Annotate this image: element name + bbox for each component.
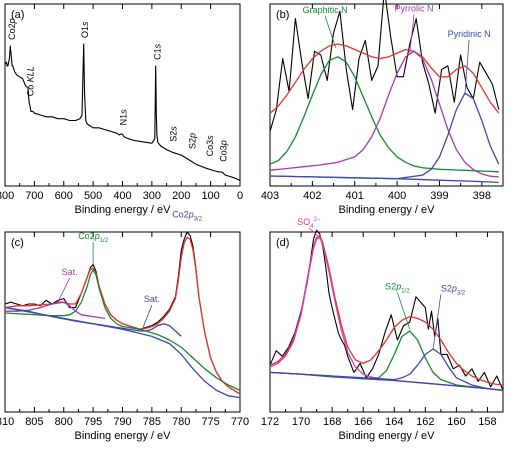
annotation-label: O1s: [80, 21, 90, 38]
x-tick-label: 400: [388, 190, 406, 202]
x-tick-label: 403: [261, 190, 279, 202]
annotation-leader: [409, 14, 415, 54]
x-tick-label: 795: [84, 416, 102, 428]
annotation-label: Sat.: [62, 267, 78, 277]
annotation-leader: [308, 227, 320, 238]
annotation-label: Co KLL: [26, 66, 36, 96]
x-tick-label: 168: [323, 416, 341, 428]
series-line-5: [4, 306, 241, 399]
x-axis-title: Binding energy / eV: [338, 430, 435, 442]
x-tick-label: 790: [113, 416, 131, 428]
x-axis-title: Binding energy / eV: [338, 204, 435, 216]
series-line-0: [4, 43, 241, 182]
x-tick-label: 160: [447, 416, 465, 428]
annotation-label: Co2p: [7, 18, 17, 40]
x-tick-label: 400: [113, 190, 131, 202]
x-tick-label: 300: [143, 190, 161, 202]
x-tick-label: 398: [473, 190, 491, 202]
panel-a: 800 700 600 500 400 300 200 100 0 Binding energy …: [0, 3, 243, 216]
annotation-leader: [142, 305, 153, 328]
x-tick-label: 399: [430, 190, 448, 202]
series-line-5: [269, 175, 499, 184]
panel-label: (d): [276, 237, 289, 249]
series-line-3: [5, 301, 105, 320]
annotation-label: S2p3/2: [441, 283, 466, 296]
series-line-0: [269, 0, 500, 132]
x-tick-label: 800: [55, 416, 73, 428]
annotation-leader: [432, 294, 442, 350]
x-tick-label: 785: [143, 416, 161, 428]
annotation-label: S2s: [168, 126, 178, 142]
panel-c: 810 805 800 795 790 785 780 775 770 Binding energ…: [0, 210, 249, 442]
plot-frame: [4, 231, 241, 413]
x-tick-label: 172: [261, 416, 279, 428]
x-tick-label: 800: [0, 190, 14, 202]
annotation-label: Co3p: [218, 140, 228, 162]
x-tick-label: 164: [385, 416, 403, 428]
panel-b: 403 402 401 400 399 398 Binding energy / eV (b)…: [261, 0, 504, 216]
annotation-label: Co3s: [205, 135, 215, 157]
series-line-1: [269, 234, 504, 386]
series-line-5: [269, 371, 504, 392]
x-tick-label: 166: [354, 416, 372, 428]
x-tick-label: 775: [201, 416, 219, 428]
x-tick-label: 500: [84, 190, 102, 202]
x-tick-label: 200: [172, 190, 190, 202]
annotation-leader: [396, 292, 411, 330]
annotation-label: SO42−: [297, 217, 321, 230]
x-tick-label: 600: [55, 190, 73, 202]
panel-label: (c): [11, 237, 24, 249]
x-tick-label: 780: [172, 416, 190, 428]
x-tick-label: 158: [478, 416, 496, 428]
x-tick-label: 401: [346, 190, 364, 202]
plot-frame: [4, 3, 241, 187]
annotation-leader: [464, 39, 470, 96]
annotation-leader: [57, 278, 70, 303]
annotation-label: Graphitic N: [303, 5, 348, 15]
x-tick-label: 100: [201, 190, 219, 202]
panel-d: 172 170 168 166 164 162 160 158 Binding energy /…: [261, 217, 504, 442]
annotation-label: Pyridinic N: [448, 29, 491, 39]
series-line-4: [269, 348, 504, 392]
x-tick-label: 770: [231, 416, 249, 428]
series-line-2: [269, 236, 504, 392]
series-line-0: [269, 229, 504, 391]
annotation-label: C1s: [152, 43, 162, 60]
x-tick-label: 700: [25, 190, 43, 202]
x-tick-label: 805: [25, 416, 43, 428]
x-tick-label: 162: [416, 416, 434, 428]
annotation-label: Co2p1/2: [78, 231, 109, 244]
series-line-1: [4, 236, 241, 395]
series-line-0: [4, 231, 241, 395]
annotation-label: Co2p3/2: [172, 210, 203, 223]
x-axis-title: Binding energy / eV: [74, 204, 171, 216]
annotation-label: N1s: [119, 109, 129, 126]
x-tick-label: 810: [0, 416, 14, 428]
x-tick-label: 0: [237, 190, 243, 202]
x-tick-label: 170: [292, 416, 310, 428]
annotation-leader: [324, 15, 337, 48]
annotation-label: Sat.: [144, 294, 160, 304]
series-line-2: [269, 56, 499, 173]
x-axis-title: Binding energy / eV: [74, 430, 171, 442]
series-line-3: [269, 50, 499, 178]
annotation-label: S2p1/2: [385, 282, 410, 295]
plot-frame: [269, 231, 504, 413]
series-line-1: [269, 43, 500, 114]
x-tick-label: 402: [303, 190, 321, 202]
panel-label: (a): [11, 9, 24, 21]
annotation-label: Pyrrolic N: [395, 3, 434, 13]
annotation-label: S2p: [188, 133, 198, 149]
panel-label: (b): [276, 9, 289, 21]
